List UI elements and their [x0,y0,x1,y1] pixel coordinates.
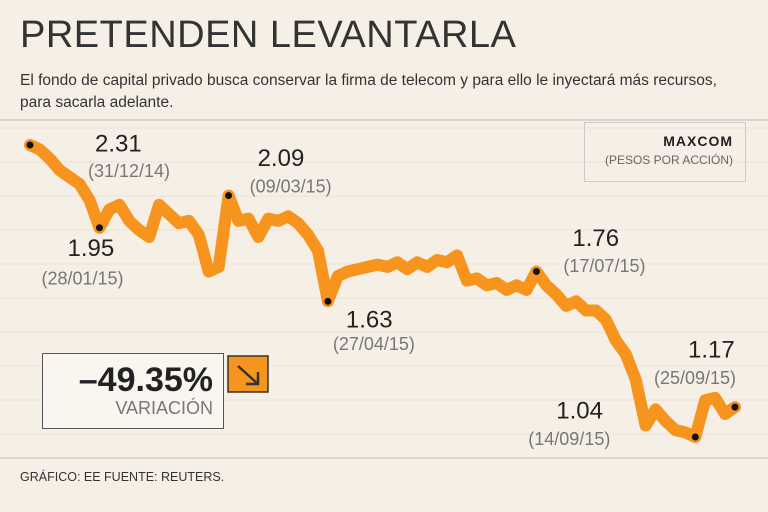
date-label: (31/12/14) [88,161,170,181]
subtitle: El fondo de capital privado busca conser… [20,72,717,111]
point [225,192,233,200]
point [324,297,332,305]
title: PRETENDEN LEVANTARLA [20,14,517,56]
point [731,403,739,411]
value-label: 1.63 [346,307,393,334]
value-label: 1.04 [556,397,603,424]
date-label: (25/09/15) [654,368,736,388]
value-label: 1.95 [68,235,115,262]
date-label: (27/04/15) [333,334,415,354]
value-label: 2.31 [95,130,142,157]
line [24,139,741,443]
variation-box: –49.35% VARIACIÓN [42,353,224,429]
date-label: (28/01/15) [42,269,124,289]
legend: MAXCOM (PESOS POR ACCIÓN) [584,122,746,182]
footer: GRÁFICO: EE FUENTE: REUTERS. [20,470,225,484]
point [96,224,104,232]
point [26,141,34,149]
variation-label: VARIACIÓN [115,398,213,418]
value-label: 1.76 [572,225,619,252]
point [691,433,699,441]
date-label: (17/07/15) [563,256,645,276]
legend-subtitle: (PESOS POR ACCIÓN) [604,153,733,167]
variation-value: –49.35% [78,361,213,399]
date-label: (14/09/15) [528,429,610,449]
date-label: (09/03/15) [250,176,332,196]
legend-title: MAXCOM [663,133,733,149]
value-label: 2.09 [258,145,305,172]
value-label: 1.17 [688,336,735,363]
point [532,267,540,275]
